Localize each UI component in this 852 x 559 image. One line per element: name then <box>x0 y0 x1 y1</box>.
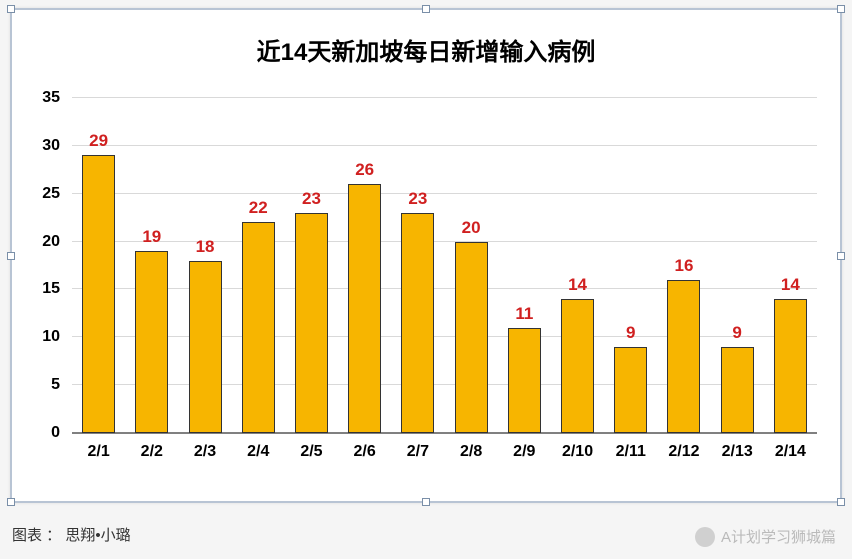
bar-value-label: 22 <box>242 198 275 218</box>
bar-value-label: 20 <box>455 218 488 238</box>
x-axis-label: 2/14 <box>764 443 817 461</box>
x-axis-label: 2/11 <box>604 443 657 461</box>
x-axis-label: 2/9 <box>498 443 551 461</box>
bar-rect <box>242 222 275 433</box>
wechat-icon <box>695 527 715 547</box>
y-axis-label: 0 <box>51 424 60 442</box>
y-axis-label: 35 <box>42 89 60 107</box>
bar: 16 <box>667 280 700 433</box>
x-axis-label: 2/7 <box>391 443 444 461</box>
bar-value-label: 9 <box>721 323 754 343</box>
bar-value-label: 23 <box>295 189 328 209</box>
x-axis-label: 2/1 <box>72 443 125 461</box>
x-axis-label: 2/3 <box>178 443 231 461</box>
bar-value-label: 9 <box>614 323 647 343</box>
bar-rect <box>508 328 541 433</box>
bar: 14 <box>561 299 594 433</box>
bar: 18 <box>189 261 222 433</box>
bar: 11 <box>508 328 541 433</box>
bar: 23 <box>401 213 434 433</box>
bar: 9 <box>721 347 754 433</box>
y-axis-label: 5 <box>51 376 60 394</box>
plot-area: 05101520253035 2919182223262320111491691… <box>72 98 817 433</box>
bar-value-label: 11 <box>508 304 541 324</box>
y-axis-label: 10 <box>42 328 60 346</box>
bar-value-label: 14 <box>774 275 807 295</box>
bar-rect <box>774 299 807 433</box>
bar: 19 <box>135 251 168 433</box>
chart-frame[interactable]: 近14天新加坡每日新增输入病例 05101520253035 291918222… <box>10 8 842 503</box>
y-axis-label: 20 <box>42 233 60 251</box>
bar: 23 <box>295 213 328 433</box>
x-axis-label: 2/2 <box>125 443 178 461</box>
bar: 20 <box>455 242 488 433</box>
bar-rect <box>401 213 434 433</box>
bar-rect <box>82 155 115 433</box>
chart-title: 近14天新加坡每日新增输入病例 <box>12 32 840 67</box>
bar-value-label: 23 <box>401 189 434 209</box>
x-axis-label: 2/5 <box>285 443 338 461</box>
bar-value-label: 14 <box>561 275 594 295</box>
bar-rect <box>189 261 222 433</box>
bar-value-label: 18 <box>189 237 222 257</box>
resize-handle-bl[interactable] <box>7 498 15 506</box>
x-axis-label: 2/8 <box>445 443 498 461</box>
bar: 22 <box>242 222 275 433</box>
resize-handle-tl[interactable] <box>7 5 15 13</box>
x-axis-label: 2/4 <box>232 443 285 461</box>
watermark-text: A计划学习狮城篇 <box>721 526 836 547</box>
x-axis-label: 2/6 <box>338 443 391 461</box>
x-axis-label: 2/10 <box>551 443 604 461</box>
bar-rect <box>614 347 647 433</box>
bar-rect <box>455 242 488 433</box>
resize-handle-bm[interactable] <box>422 498 430 506</box>
bar: 29 <box>82 155 115 433</box>
y-axis-label: 30 <box>42 137 60 155</box>
bar-rect <box>721 347 754 433</box>
resize-handle-br[interactable] <box>837 498 845 506</box>
bar-rect <box>348 184 381 433</box>
y-axis-label: 25 <box>42 185 60 203</box>
resize-handle-mr[interactable] <box>837 252 845 260</box>
bar-value-label: 19 <box>135 227 168 247</box>
bar-rect <box>135 251 168 433</box>
bar-rect <box>295 213 328 433</box>
bar: 14 <box>774 299 807 433</box>
bar-rect <box>667 280 700 433</box>
bar-value-label: 16 <box>667 256 700 276</box>
x-axis-label: 2/12 <box>657 443 710 461</box>
bars-container: 29191822232623201114916914 <box>72 98 817 433</box>
y-axis-label: 15 <box>42 280 60 298</box>
chart-caption: 图表 ： 思翔•小璐 <box>12 524 131 545</box>
bar: 26 <box>348 184 381 433</box>
watermark: A计划学习狮城篇 <box>695 526 836 547</box>
bar-value-label: 26 <box>348 160 381 180</box>
x-axis-label: 2/13 <box>711 443 764 461</box>
bar-value-label: 29 <box>82 131 115 151</box>
bar-rect <box>561 299 594 433</box>
resize-handle-tm[interactable] <box>422 5 430 13</box>
resize-handle-tr[interactable] <box>837 5 845 13</box>
bar: 9 <box>614 347 647 433</box>
resize-handle-ml[interactable] <box>7 252 15 260</box>
